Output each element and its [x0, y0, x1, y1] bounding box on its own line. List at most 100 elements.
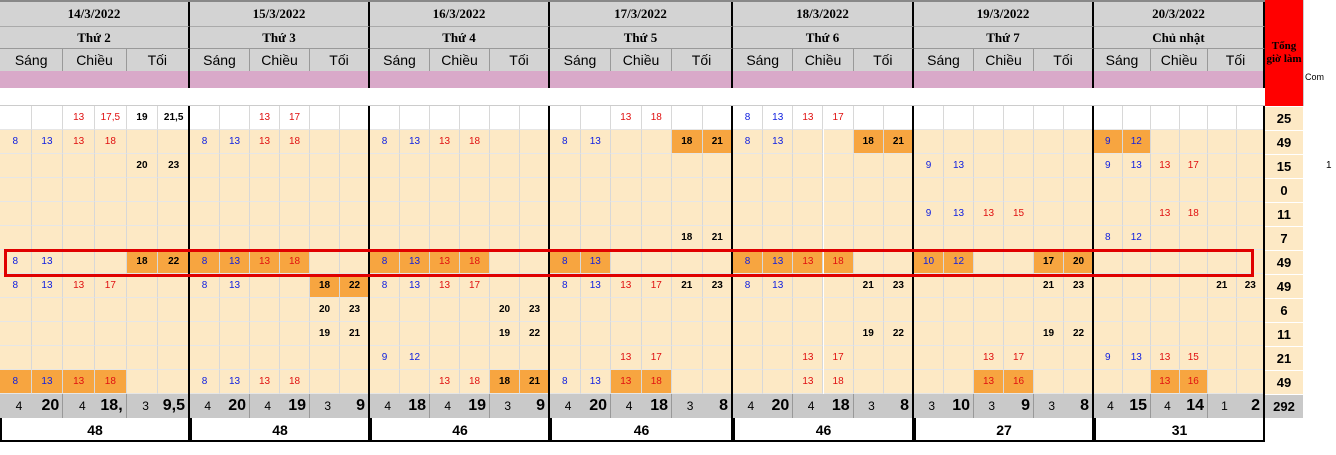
- shift-start-time[interactable]: [853, 298, 884, 322]
- shift-end-time[interactable]: 12: [944, 250, 974, 274]
- shift-start-time[interactable]: 13: [611, 274, 642, 298]
- shift-start-time[interactable]: 9: [914, 202, 944, 226]
- shift-end-time[interactable]: [280, 226, 310, 250]
- shift-end-time[interactable]: 13: [400, 130, 430, 154]
- shift-end-time[interactable]: [280, 322, 310, 346]
- shift-start-time[interactable]: 19: [490, 322, 520, 346]
- shift-end-time[interactable]: 13: [763, 250, 794, 274]
- shift-start-time[interactable]: 9: [1094, 130, 1123, 154]
- shift-start-time[interactable]: 10: [914, 250, 944, 274]
- shift-end-time[interactable]: 23: [340, 298, 370, 322]
- shift-start-time[interactable]: 13: [611, 346, 642, 370]
- shift-start-time[interactable]: [914, 298, 944, 322]
- shift-end-time[interactable]: 21: [520, 370, 550, 394]
- shift-end-time[interactable]: 17: [460, 274, 490, 298]
- shift-end-time[interactable]: [400, 154, 430, 178]
- shift-start-time[interactable]: [853, 346, 884, 370]
- shift-start-time[interactable]: [974, 274, 1004, 298]
- shift-end-time[interactable]: [641, 322, 672, 346]
- shift-start-time[interactable]: [370, 106, 400, 130]
- shift-end-time[interactable]: [460, 298, 490, 322]
- shift-end-time[interactable]: 20: [1064, 250, 1094, 274]
- shift-start-time[interactable]: [793, 226, 824, 250]
- shift-start-time[interactable]: 13: [793, 370, 824, 394]
- shift-start-time[interactable]: [1151, 130, 1180, 154]
- shift-start-time[interactable]: [370, 322, 400, 346]
- shift-end-time[interactable]: [1064, 178, 1094, 202]
- shift-start-time[interactable]: [0, 346, 32, 370]
- shift-end-time[interactable]: [95, 154, 127, 178]
- shift-end-time[interactable]: [1004, 130, 1034, 154]
- shift-end-time[interactable]: [641, 154, 672, 178]
- shift-start-time[interactable]: [63, 226, 95, 250]
- shift-end-time[interactable]: [702, 298, 733, 322]
- shift-end-time[interactable]: [1179, 322, 1208, 346]
- shift-end-time[interactable]: 18: [823, 370, 854, 394]
- shift-start-time[interactable]: [974, 250, 1004, 274]
- shift-end-time[interactable]: [944, 346, 974, 370]
- shift-start-time[interactable]: [974, 106, 1004, 130]
- shift-start-time[interactable]: [853, 370, 884, 394]
- shift-start-time[interactable]: 18: [672, 130, 703, 154]
- shift-start-time[interactable]: [974, 226, 1004, 250]
- shift-end-time[interactable]: 18: [1179, 202, 1208, 226]
- shift-end-time[interactable]: 13: [944, 154, 974, 178]
- shift-start-time[interactable]: [0, 106, 32, 130]
- shift-end-time[interactable]: [280, 274, 310, 298]
- shift-end-time[interactable]: 17: [823, 106, 854, 130]
- shift-start-time[interactable]: [430, 226, 460, 250]
- shift-end-time[interactable]: [95, 322, 127, 346]
- shift-start-time[interactable]: [310, 178, 340, 202]
- shift-end-time[interactable]: [158, 226, 190, 250]
- shift-end-time[interactable]: [220, 106, 250, 130]
- shift-start-time[interactable]: [611, 322, 642, 346]
- shift-start-time[interactable]: [914, 178, 944, 202]
- shift-start-time[interactable]: 8: [0, 370, 32, 394]
- shift-start-time[interactable]: [190, 298, 220, 322]
- shift-end-time[interactable]: [340, 202, 370, 226]
- shift-start-time[interactable]: 19: [310, 322, 340, 346]
- shift-end-time[interactable]: [31, 298, 64, 322]
- shift-start-time[interactable]: 8: [550, 274, 581, 298]
- shift-end-time[interactable]: [823, 130, 854, 154]
- shift-start-time[interactable]: [370, 370, 400, 394]
- shift-end-time[interactable]: [460, 346, 490, 370]
- shift-end-time[interactable]: [1122, 202, 1151, 226]
- shift-start-time[interactable]: 13: [1151, 202, 1180, 226]
- shift-start-time[interactable]: [1151, 322, 1180, 346]
- shift-end-time[interactable]: [31, 226, 64, 250]
- shift-start-time[interactable]: 13: [63, 274, 95, 298]
- shift-end-time[interactable]: 22: [340, 274, 370, 298]
- shift-start-time[interactable]: [914, 130, 944, 154]
- shift-start-time[interactable]: [250, 322, 280, 346]
- shift-end-time[interactable]: [944, 274, 974, 298]
- shift-end-time[interactable]: [31, 178, 64, 202]
- shift-start-time[interactable]: [126, 226, 159, 250]
- shift-start-time[interactable]: [430, 298, 460, 322]
- shift-end-time[interactable]: [31, 322, 64, 346]
- shift-start-time[interactable]: [63, 322, 95, 346]
- shift-end-time[interactable]: [158, 130, 190, 154]
- shift-end-time[interactable]: [823, 322, 854, 346]
- shift-end-time[interactable]: [1122, 298, 1151, 322]
- shift-end-time[interactable]: [400, 370, 430, 394]
- shift-end-time[interactable]: [158, 202, 190, 226]
- shift-end-time[interactable]: [520, 346, 550, 370]
- shift-start-time[interactable]: [1208, 202, 1237, 226]
- shift-end-time[interactable]: 22: [883, 322, 914, 346]
- shift-end-time[interactable]: [95, 226, 127, 250]
- shift-end-time[interactable]: [158, 370, 190, 394]
- shift-start-time[interactable]: [733, 178, 764, 202]
- shift-start-time[interactable]: [1094, 370, 1123, 394]
- shift-end-time[interactable]: 13: [31, 274, 64, 298]
- shift-end-time[interactable]: 13: [220, 130, 250, 154]
- shift-start-time[interactable]: 13: [1151, 154, 1180, 178]
- shift-start-time[interactable]: [0, 298, 32, 322]
- shift-start-time[interactable]: [1208, 346, 1237, 370]
- shift-end-time[interactable]: 16: [1004, 370, 1034, 394]
- shift-end-time[interactable]: 13: [220, 274, 250, 298]
- shift-end-time[interactable]: [944, 106, 974, 130]
- shift-end-time[interactable]: [340, 178, 370, 202]
- shift-end-time[interactable]: 18: [95, 370, 127, 394]
- shift-end-time[interactable]: 13: [580, 130, 611, 154]
